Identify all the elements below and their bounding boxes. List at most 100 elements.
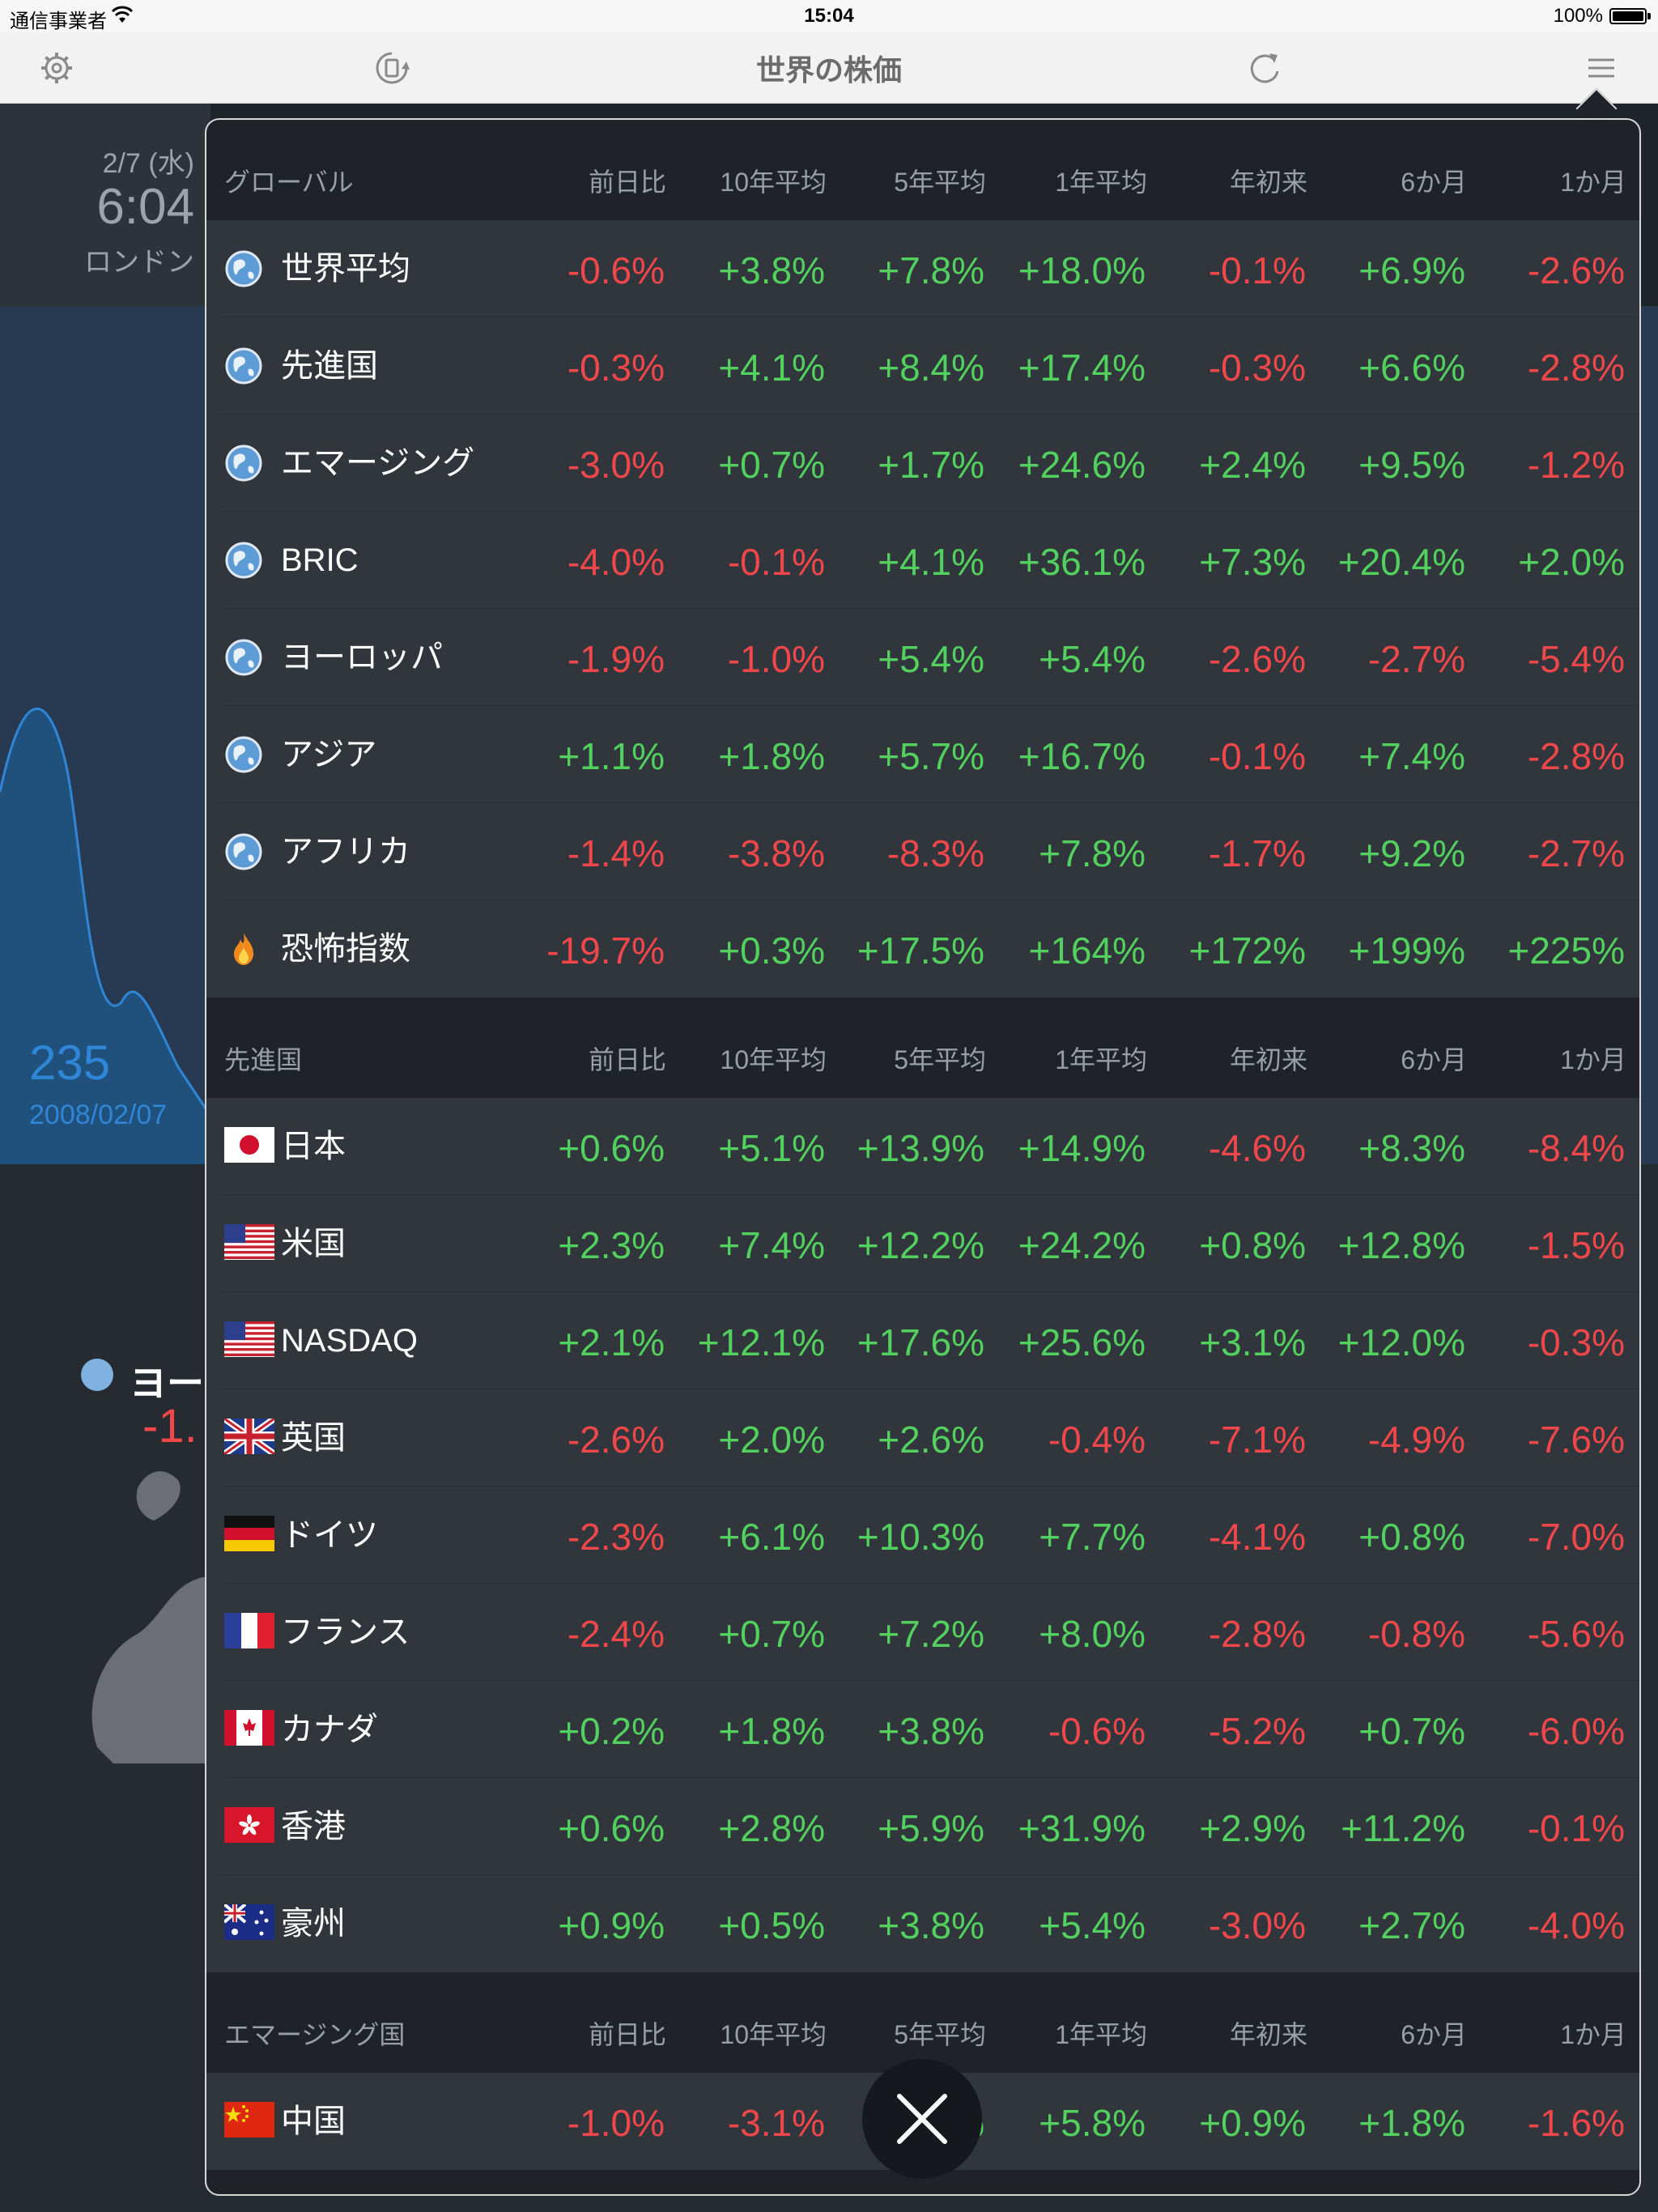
close-button[interactable] [862,2059,982,2179]
column-header[interactable]: 10年平均 [720,2020,827,2049]
table-row[interactable]: 日本 +0.6% +5.1% +13.9% +14.9% -4.6% +8.3% -8.4% [224,1098,1639,1195]
table-row[interactable]: ヨーロッパ -1.9% -1.0% +5.4% +5.4% -2.6% -2.7% -5.4% [224,609,1639,706]
value-cell: -8.3% [886,832,984,874]
column-header[interactable]: 1か月 [1560,1045,1626,1074]
flag-uk-icon [222,1415,277,1457]
value-cell: +24.2% [1018,1224,1146,1266]
value-cell: +12.2% [857,1224,984,1266]
gear-icon[interactable] [37,49,76,87]
flag-china-icon [224,2102,274,2141]
value-cell: -1.0% [567,2102,665,2144]
column-header[interactable]: 前日比 [588,168,666,197]
value-cell: +5.4% [878,638,984,680]
value-cell: +1.8% [1358,2102,1465,2144]
value-cell: +199% [1348,929,1465,972]
value-cell: +6.6% [1358,347,1465,389]
table-row[interactable]: BRIC -4.0% -0.1% +4.1% +36.1% +7.3% +20.4% +2.0… [224,512,1639,609]
column-header[interactable]: 1か月 [1560,168,1626,197]
value-cell: -1.0% [727,638,825,680]
section-title: 先進国 [224,1045,303,1074]
value-cell: -0.3% [567,347,665,389]
value-cell: +8.3% [1358,1127,1465,1169]
row-name: アフリカ [281,834,410,870]
row-name: 先進国 [281,348,378,384]
value-cell: -3.1% [727,2102,825,2144]
refresh-icon[interactable] [1245,49,1284,87]
value-cell: +0.7% [718,444,825,486]
column-header[interactable]: 1年平均 [1055,2020,1147,2049]
column-header[interactable]: 1年平均 [1055,168,1147,197]
table-row[interactable]: 米国 +2.3% +7.4% +12.2% +24.2% +0.8% +12.8% -1.5% [224,1195,1639,1292]
value-cell: -2.7% [1527,832,1625,874]
row-name: 日本 [281,1129,346,1164]
column-header[interactable]: 前日比 [588,2020,666,2049]
column-header[interactable]: 1年平均 [1055,1045,1147,1074]
value-cell: +0.8% [1358,1516,1465,1558]
table-row[interactable]: エマージング -3.0% +0.7% +1.7% +24.6% +2.4% +9.5% -1.… [224,415,1639,512]
value-cell: +17.6% [857,1321,984,1363]
device-rotate-icon[interactable] [372,49,411,87]
column-header[interactable]: 年初来 [1229,168,1307,197]
table-row[interactable]: ドイツ -2.3% +6.1% +10.3% +7.7% -4.1% +0.8% -7.0% [224,1487,1639,1584]
background-header: 2/7 (水) 6:04 ロンドン [0,104,210,306]
column-header[interactable]: 5年平均 [894,2020,986,2049]
table-row[interactable]: アフリカ -1.4% -3.8% -8.3% +7.8% -1.7% +9.2% -2.7% [224,803,1639,900]
column-header[interactable]: 6か月 [1401,168,1467,197]
column-header[interactable]: 6か月 [1401,2020,1467,2049]
value-cell: +172% [1188,929,1306,972]
section-title: グローバル [224,168,354,197]
table-row[interactable]: 香港 +0.6% +2.8% +5.9% +31.9% +2.9% +11.2% -0.1% [224,1778,1639,1875]
column-header[interactable]: 6か月 [1401,1045,1467,1074]
column-header[interactable]: 5年平均 [894,1045,986,1074]
value-cell: +5.1% [718,1127,825,1169]
value-cell: +3.8% [878,1710,984,1752]
value-cell: +7.8% [878,249,984,291]
column-header[interactable]: 10年平均 [720,1045,827,1074]
value-cell: +2.0% [1518,541,1625,583]
value-cell: +5.9% [878,1807,984,1849]
column-header[interactable]: 年初来 [1229,1045,1307,1074]
menu-icon[interactable] [1582,49,1621,87]
value-cell: -0.4% [1048,1419,1146,1461]
value-cell: +7.2% [878,1613,984,1655]
value-cell: -3.0% [567,444,665,486]
value-cell: +7.7% [1039,1516,1146,1558]
column-header[interactable]: 10年平均 [720,168,827,197]
value-cell: -4.1% [1208,1516,1306,1558]
value-cell: +4.1% [718,347,825,389]
value-cell: -2.6% [1527,249,1625,291]
value-cell: -4.0% [1527,1904,1625,1946]
section-header: グローバル 前日比 10年平均 5年平均 1年平均 年初来 6か月 1か月 [206,120,1639,220]
table-row[interactable]: フランス -2.4% +0.7% +7.2% +8.0% -2.8% -0.8% -5.6% [224,1584,1639,1681]
column-header[interactable]: 年初来 [1229,2020,1307,2049]
table-row[interactable]: 恐怖指数 -19.7% +0.3% +17.5% +164% +172% +199% +225… [224,900,1639,998]
table-row[interactable]: カナダ +0.2% +1.8% +3.8% -0.6% -5.2% +0.7% -6.0% [224,1681,1639,1778]
row-name: 恐怖指数 [281,931,410,967]
row-name: 香港 [281,1809,346,1844]
table-row[interactable]: アジア +1.1% +1.8% +5.7% +16.7% -0.1% +7.4% -2.8% [224,706,1639,803]
value-cell: -0.3% [1527,1321,1625,1363]
table-row[interactable]: 先進国 -0.3% +4.1% +8.4% +17.4% -0.3% +6.6% -2.8% [224,317,1639,415]
table-row[interactable]: NASDAQ +2.1% +12.1% +17.6% +25.6% +3.1% +12.0%… [224,1292,1639,1389]
table-row[interactable]: 世界平均 -0.6% +3.8% +7.8% +18.0% -0.1% +6.9% -2.6% [224,220,1639,317]
row-name: ドイツ [281,1517,378,1553]
row-name: カナダ [281,1712,378,1747]
column-header[interactable]: 前日比 [588,1045,666,1074]
table-row[interactable]: 豪州 +0.9% +0.5% +3.8% +5.4% -3.0% +2.7% -4.0% [223,1875,1639,1972]
value-cell: -1.6% [1527,2102,1625,2144]
value-cell: +5.7% [878,735,984,777]
value-cell: -1.4% [567,832,665,874]
value-cell: -0.3% [1208,347,1306,389]
globe-icon [224,249,274,288]
column-header[interactable]: 5年平均 [894,168,986,197]
bg-city-label: ロンドン [84,247,194,278]
column-header[interactable]: 1か月 [1560,2020,1626,2049]
value-cell: -4.6% [1208,1127,1306,1169]
value-cell: -5.4% [1527,638,1625,680]
value-cell: +0.5% [718,1904,825,1946]
value-cell: +14.9% [1018,1127,1146,1169]
table-row[interactable]: 英国 -2.6% +2.0% +2.6% -0.4% -7.1% -4.9% -7.6% [222,1389,1639,1487]
value-cell: +0.6% [558,1127,665,1169]
value-cell: +2.3% [558,1224,665,1266]
value-cell: +5.4% [1039,1904,1146,1946]
